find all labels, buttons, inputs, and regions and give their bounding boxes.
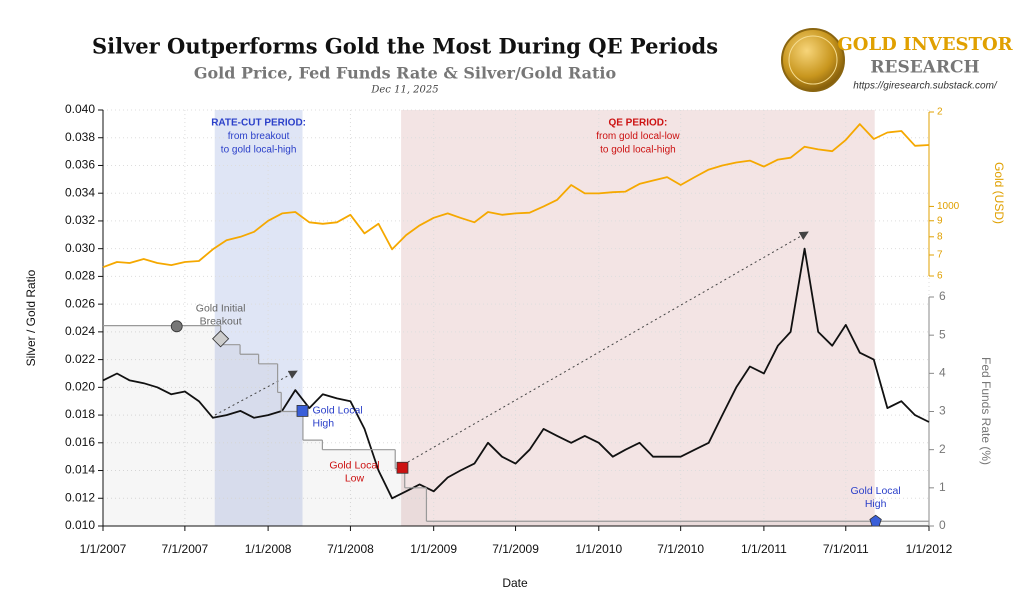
y2-tick-label: 6 <box>937 271 943 282</box>
background-layer <box>102 109 930 527</box>
y3-tick-label: 1 <box>939 480 946 494</box>
y2-tick-label: 8 <box>937 231 943 242</box>
y-tick-label: 0.028 <box>65 269 95 283</box>
y2-tick-label: 9 <box>937 215 943 226</box>
x-tick-label: 7/1/2011 <box>823 542 869 556</box>
x-tick-label: 1/1/2012 <box>906 542 953 556</box>
marker <box>212 330 230 348</box>
period-label: RATE-CUT PERIOD: <box>211 118 306 129</box>
y-tick-label: 0.014 <box>65 463 95 477</box>
y3-tick-label: 3 <box>939 404 946 418</box>
chart-date: Dec 11, 2025 <box>370 85 438 96</box>
x-tick-label: 7/1/2009 <box>492 542 539 556</box>
x-tick-label: 1/1/2007 <box>80 542 127 556</box>
y2-tick-label: 1000 <box>937 201 960 212</box>
annotation-arrow <box>214 370 298 416</box>
y-tick-label: 0.038 <box>65 130 95 144</box>
x-tick-label: 1/1/2009 <box>410 542 457 556</box>
marker-label: High <box>312 418 334 430</box>
marker <box>296 405 309 417</box>
y-tick-label: 0.020 <box>65 380 95 394</box>
period-label: from breakout <box>228 131 290 142</box>
y-tick-label: 0.024 <box>65 324 95 338</box>
annotation-arrow <box>407 231 809 463</box>
y3-tick-label: 6 <box>939 289 946 303</box>
y-tick-label: 0.016 <box>65 435 95 449</box>
y2-tick-label: 7 <box>937 250 943 261</box>
y2-axis-label: Gold (USD) <box>992 162 1006 224</box>
y-tick-label: 0.012 <box>65 490 95 504</box>
brand-name-2: RESEARCH <box>870 58 979 78</box>
x-tick-label: 7/1/2010 <box>657 542 704 556</box>
y3-tick-label: 5 <box>939 327 946 341</box>
y3-tick-label: 0 <box>939 518 946 532</box>
y3-tick-label: 2 <box>939 442 946 456</box>
period-label: to gold local-high <box>221 145 297 156</box>
period-label: to gold local-high <box>600 145 676 156</box>
y-tick-label: 0.036 <box>65 158 95 172</box>
y-tick-label: 0.022 <box>65 352 95 366</box>
x-axis-label: Date <box>502 576 528 590</box>
x-tick-label: 1/1/2008 <box>245 542 292 556</box>
y-tick-label: 0.034 <box>65 185 95 199</box>
period-label: QE PERIOD: <box>608 118 667 129</box>
y-tick-label: 0.040 <box>65 102 95 116</box>
y3-tick-label: 4 <box>939 366 946 380</box>
y2-tick-label: 2 <box>937 107 943 118</box>
marker-label: Gold Local <box>329 460 379 472</box>
series-line <box>102 123 930 269</box>
brand-url: https://giresearch.substack.com/ <box>853 81 998 92</box>
marker-label: Gold Initial <box>196 303 246 315</box>
x-tick-label: 7/1/2008 <box>327 542 374 556</box>
marker <box>170 320 183 333</box>
marker <box>869 514 882 527</box>
period-label: from gold local-low <box>596 131 680 142</box>
logo-coin <box>781 28 845 92</box>
y3-axis-label: Fed Funds Rate (%) <box>979 357 993 465</box>
x-tick-label: 1/1/2010 <box>575 542 622 556</box>
series-line <box>102 247 930 500</box>
chart-subtitle: Gold Price, Fed Funds Rate & Silver/Gold… <box>194 64 617 83</box>
y-tick-label: 0.032 <box>65 213 95 227</box>
y-tick-label: 0.030 <box>65 241 95 255</box>
period-band <box>214 110 303 526</box>
y-tick-label: 0.010 <box>65 518 95 532</box>
marker <box>396 461 409 474</box>
marker-label: Low <box>345 473 365 485</box>
x-tick-label: 1/1/2011 <box>741 542 787 556</box>
y-tick-label: 0.026 <box>65 296 95 310</box>
brand-name: GOLD INVESTOR <box>837 34 1013 55</box>
y-tick-label: 0.018 <box>65 407 95 421</box>
logo-ring <box>788 35 838 85</box>
chart-title: Silver Outperforms Gold the Most During … <box>92 34 718 59</box>
marker-label: Breakout <box>200 316 242 328</box>
y-axis-label: Silver / Gold Ratio <box>24 269 38 366</box>
marker-label: Gold Local <box>312 405 362 417</box>
period-band <box>401 110 875 526</box>
x-tick-label: 7/1/2007 <box>162 542 209 556</box>
marker-label: High <box>865 498 887 510</box>
marker-label: Gold Local <box>851 485 901 497</box>
